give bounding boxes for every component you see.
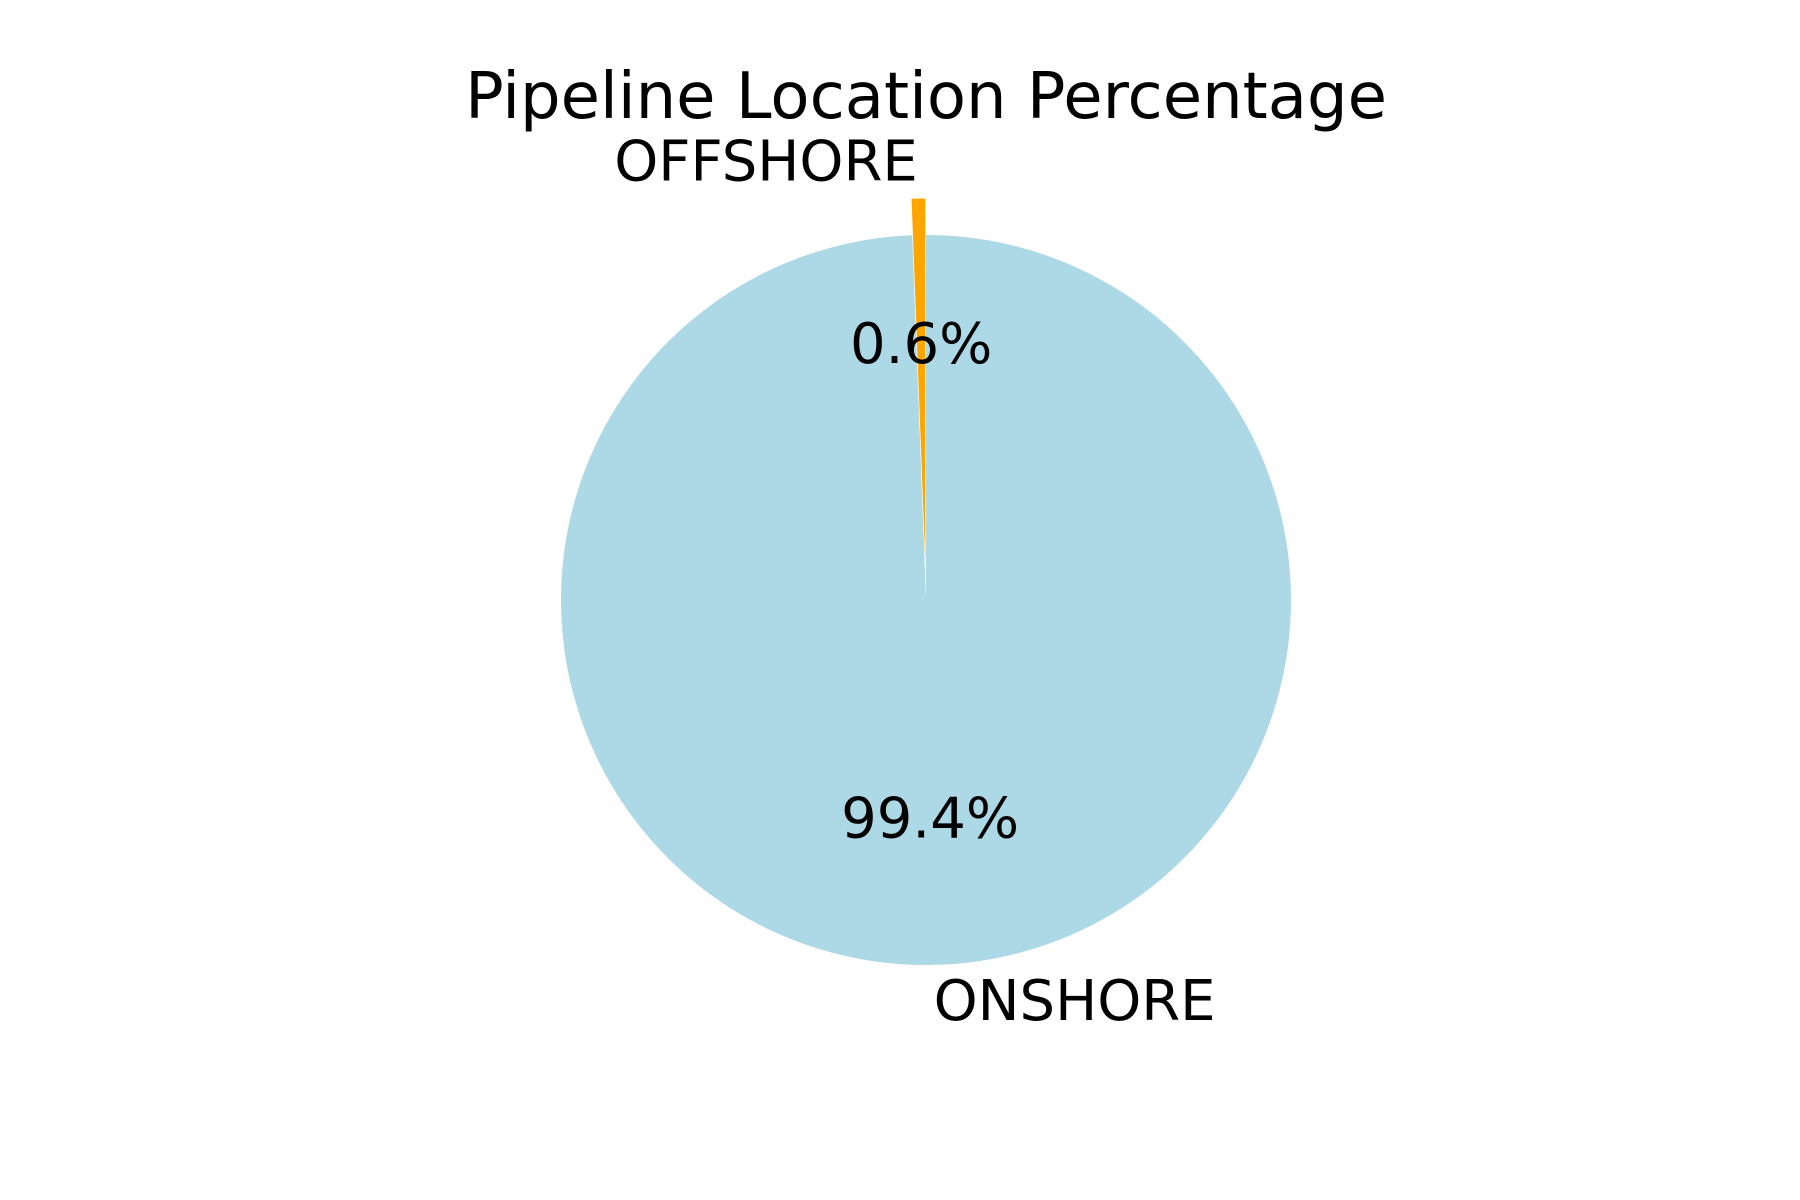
slice-label-onshore: ONSHORE bbox=[934, 969, 1216, 1034]
slice-label-offshore: OFFSHORE bbox=[614, 130, 918, 195]
pie-labels: OFFSHORE 0.6% ONSHORE 99.4% bbox=[614, 130, 1215, 1034]
pie-slice-offshore bbox=[911, 198, 926, 564]
pie-slice-onshore bbox=[561, 234, 1292, 966]
pie-slices bbox=[561, 198, 1292, 966]
slice-percent-offshore: 0.6% bbox=[850, 312, 992, 377]
slice-percent-onshore: 99.4% bbox=[841, 786, 1019, 851]
chart-title: Pipeline Location Percentage bbox=[465, 60, 1387, 134]
